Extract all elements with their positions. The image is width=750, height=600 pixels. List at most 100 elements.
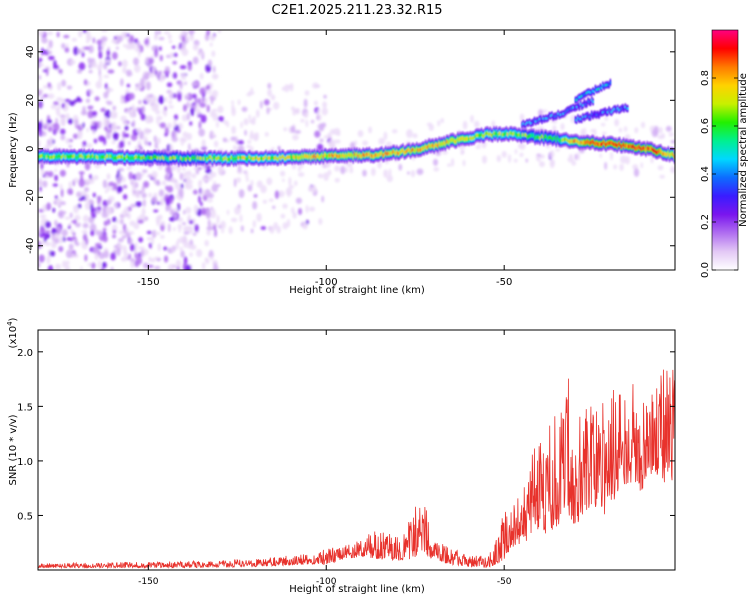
- spectrogram-ridge-cell: [57, 155, 59, 159]
- spectrogram-ridge-cell: [358, 152, 361, 157]
- spectrogram-speckle: [39, 185, 42, 192]
- spectrogram-ridge-cell: [114, 155, 117, 160]
- spectrogram-ridge-cell: [201, 156, 204, 161]
- spectrogram-speckle: [62, 260, 67, 268]
- spectrogram-ridge-cell: [113, 156, 115, 161]
- spectrogram-speckle: [181, 236, 188, 245]
- spectrogram-speckle: [145, 81, 151, 91]
- spectrogram-speckle: [620, 155, 627, 164]
- spectrogram-speckle: [212, 265, 219, 270]
- spectrogram-speckle: [71, 37, 78, 42]
- spectrogram-ridge-cell: [575, 138, 577, 143]
- spectrogram-speckle: [64, 47, 70, 53]
- spectrogram-speckle: [634, 127, 639, 134]
- spectrogram-speckle: [104, 126, 109, 131]
- spectrogram-ridge-cell: [418, 147, 421, 152]
- spectrogram-speckle: [106, 199, 112, 205]
- spectrogram-ridge-cell: [647, 146, 650, 151]
- spectrogram-speckle: [39, 227, 46, 233]
- spectrogram-ridge-cell: [598, 114, 600, 117]
- spectrogram-speckle: [84, 201, 92, 211]
- spectrogram-speckle: [316, 114, 320, 121]
- spectrogram-ridge-cell: [538, 118, 541, 121]
- spectrogram-ridge-cell: [220, 155, 222, 160]
- spectrogram-ridge-cell: [184, 156, 186, 161]
- spectrogram-speckle: [111, 140, 116, 145]
- spectrogram-speckle: [83, 79, 88, 86]
- spectrogram-ridge-cell: [614, 107, 617, 110]
- spectrogram-ridge-cell: [655, 150, 657, 155]
- spectrogram-speckle: [661, 133, 666, 139]
- spectrogram-ridge-cell: [141, 156, 144, 161]
- spectrogram-speckle: [169, 177, 176, 183]
- spectrogram-speckle: [392, 129, 398, 134]
- spectrogram-speckle: [273, 222, 279, 230]
- spectrogram-ridge-cell: [661, 151, 663, 155]
- spectrogram-speckle: [54, 168, 58, 173]
- spectrogram-ridge-cell: [115, 156, 118, 161]
- spectrogram-speckle: [154, 141, 159, 150]
- spectrogram-speckle: [85, 237, 89, 246]
- spectrogram-ridge-cell: [251, 156, 254, 161]
- spectrogram-speckle: [99, 120, 102, 129]
- spectrogram-speckle: [198, 128, 205, 137]
- spectrogram-ridge-cell: [536, 135, 539, 140]
- spectrogram-speckle: [100, 108, 105, 113]
- spectrogram-ridge-cell: [572, 106, 574, 109]
- spectrogram-ridge-cell: [590, 113, 593, 116]
- spectrogram-speckle: [180, 250, 185, 258]
- spectrogram-ridge-cell: [650, 146, 652, 151]
- spectrogram-speckle: [312, 82, 319, 89]
- spectrogram-speckle: [283, 127, 288, 132]
- spectrogram-speckle: [128, 253, 131, 259]
- spectrogram-ridge-cell: [624, 105, 627, 109]
- spectrogram-ridge-cell: [444, 142, 447, 147]
- spectrogram-ridge-cell: [516, 133, 519, 138]
- spectrogram-speckle: [264, 132, 269, 137]
- spectrogram-ridge-cell: [631, 145, 634, 149]
- spectrogram-ridge-cell: [121, 154, 124, 159]
- spectrogram-ridge-cell: [534, 120, 537, 123]
- spectrogram-ridge-cell: [597, 142, 600, 147]
- spectrogram-speckle: [126, 83, 131, 88]
- spectrogram-speckle: [89, 58, 96, 62]
- spectrogram-ridge-cell: [109, 154, 112, 159]
- spectrogram-ridge-cell: [199, 156, 201, 160]
- spectrogram-ridge-cell: [414, 148, 417, 153]
- spectrogram-ridge-cell: [564, 137, 566, 142]
- spectrogram-ridge-cell: [159, 156, 161, 161]
- spectrogram-ridge-cell: [543, 118, 546, 121]
- spectrogram-ridge-cell: [588, 101, 591, 104]
- colorbar-frame: [711, 29, 739, 271]
- spectrogram-speckle: [121, 176, 126, 183]
- spectrogram-speckle: [173, 130, 177, 138]
- spectrogram-ridge-cell: [250, 156, 252, 161]
- spectrogram-speckle: [117, 237, 124, 243]
- spectrogram-speckle: [111, 224, 118, 232]
- spectrogram-speckle: [152, 95, 157, 102]
- spectrogram-ridge-cell: [525, 133, 528, 138]
- spectrogram-speckle: [168, 39, 173, 44]
- spectrogram-ridge-cell: [536, 119, 538, 122]
- spectrogram-speckle: [126, 109, 132, 114]
- spectrogram-speckle: [232, 144, 237, 152]
- spectrogram-ridge-cell: [519, 133, 521, 138]
- spectrogram-speckle: [172, 72, 178, 79]
- spectrogram-speckle: [206, 199, 213, 203]
- spectrogram-ridge-cell: [546, 136, 549, 141]
- spectrogram-speckle: [221, 229, 225, 234]
- spectrogram-ridge-cell: [531, 133, 534, 138]
- spectrogram-ridge-cell: [173, 155, 175, 160]
- spectrogram-ridge-cell: [129, 156, 132, 161]
- snr-x-tick-label: -50: [497, 577, 512, 587]
- spectrogram-ridge-cell: [589, 101, 592, 104]
- spectrogram-ridge-cell: [596, 141, 599, 146]
- spectrogram-speckle: [188, 244, 194, 250]
- spectrogram-speckle: [211, 108, 218, 113]
- spectrogram-ridge-cell: [163, 156, 165, 161]
- spectrogram-ridge-cell: [263, 156, 266, 160]
- spectrogram-ridge-cell: [547, 116, 550, 119]
- spectrogram-ridge-cell: [539, 117, 542, 120]
- spectrogram-ridge-cell: [102, 155, 104, 160]
- spectrogram-speckle: [196, 108, 201, 116]
